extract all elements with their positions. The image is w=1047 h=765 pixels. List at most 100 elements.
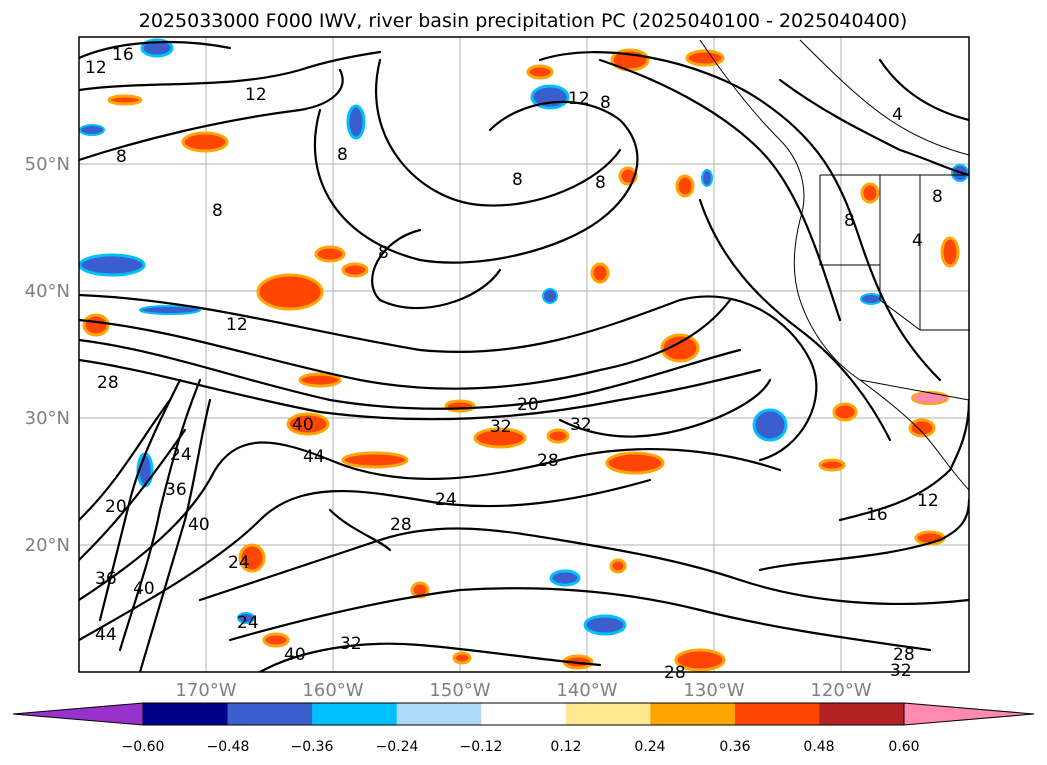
contour-label: 16 [866, 505, 888, 525]
contour-label: 8 [212, 201, 223, 221]
colorbar-cell [481, 703, 567, 725]
pc-blob [139, 305, 201, 315]
contour-label: 32 [340, 634, 362, 654]
colorbar-cell [650, 703, 736, 725]
pc-blob [341, 451, 409, 469]
contour-label: 28 [97, 373, 119, 393]
lat-label: 20°N [25, 535, 70, 556]
contour-label: 36 [95, 569, 117, 589]
colorbar-cell [312, 703, 398, 725]
pc-blob [660, 333, 700, 363]
contour-label: 12 [568, 89, 590, 109]
pc-blob [473, 427, 527, 449]
pc-blob [140, 38, 174, 58]
pc-blob [79, 253, 146, 277]
contour-label: 20 [105, 497, 127, 517]
colorbar-tick-label: −0.24 [376, 739, 419, 755]
colorbar-tick-label: 0.36 [719, 739, 750, 755]
figure-title: 2025033000 F000 IWV, river basin precipi… [139, 10, 908, 32]
pc-blob [546, 428, 570, 444]
contour-labels: 16 12 12 8 12 8 4 8 8 8 8 8 8 4 8 12 28 … [85, 45, 943, 683]
pc-blob [940, 236, 960, 268]
contour-label: 8 [600, 93, 611, 113]
colorbar-cell [565, 703, 651, 725]
pc-blob [583, 614, 627, 636]
pc-blob [832, 402, 858, 422]
graticule [79, 37, 969, 672]
pc-blob [237, 612, 255, 624]
pc-blob [618, 166, 638, 186]
colorbar: −0.60 −0.48 −0.36 −0.24 −0.12 0.12 0.24 … [12, 702, 1035, 755]
pc-blob [256, 273, 324, 311]
latitude-labels: 50°N 40°N 30°N 20°N [25, 154, 70, 556]
contour-label: 12 [226, 315, 248, 335]
contour-label: 24 [228, 553, 250, 573]
colorbar-tick-label: −0.60 [122, 739, 165, 755]
colorbar-cell [227, 703, 313, 725]
pc-blob [549, 569, 581, 587]
pc-blob [79, 124, 105, 136]
contour-label: 12 [917, 491, 939, 511]
contour-label: 32 [490, 417, 512, 437]
lat-label: 50°N [25, 154, 70, 175]
contour-label: 28 [893, 645, 915, 665]
pc-blob [675, 174, 695, 198]
pc-blob [262, 632, 290, 648]
colorbar-extend-high [903, 702, 1035, 726]
contour-label: 28 [390, 515, 412, 535]
colorbar-tick-label: 0.12 [550, 739, 581, 755]
lon-label: 150°W [429, 680, 490, 701]
contour-label: 40 [292, 415, 314, 435]
colorbar-tick-label: −0.36 [291, 739, 334, 755]
map-panel: 16 12 12 8 12 8 4 8 8 8 8 8 8 4 8 12 28 … [25, 36, 970, 701]
lon-label: 130°W [683, 680, 744, 701]
pc-blob [590, 262, 610, 284]
colorbar-cell [734, 703, 820, 725]
pc-blob [82, 313, 110, 337]
pc-blob [346, 104, 366, 140]
contour-label: 44 [95, 625, 117, 645]
pc-blob [818, 458, 846, 472]
longitude-labels: 170°W 160°W 150°W 140°W 130°W 120°W [175, 680, 871, 701]
contour-label: 44 [303, 447, 325, 467]
contour-label: 28 [664, 663, 686, 683]
contour-label: 4 [892, 105, 903, 125]
contour-label: 32 [890, 661, 912, 681]
contour-label: 28 [537, 451, 559, 471]
lat-label: 30°N [25, 408, 70, 429]
colorbar-cell [396, 703, 482, 725]
contour-label: 40 [133, 579, 155, 599]
contour-label: 8 [844, 211, 855, 231]
pc-blob [452, 651, 472, 665]
contour-label: 8 [512, 170, 523, 190]
contour-label: 12 [245, 85, 267, 105]
pc-blob [911, 391, 949, 405]
pc-blob [605, 451, 665, 475]
pc-blob [238, 543, 266, 573]
colorbar-tick-label: 0.24 [634, 739, 665, 755]
colorbar-tick-label: 0.48 [803, 739, 834, 755]
colorbar-extend-low [12, 702, 144, 726]
contour-label: 20 [517, 395, 539, 415]
pc-blob [410, 581, 430, 599]
colorbar-cell [819, 703, 905, 725]
pc-blob [860, 293, 882, 305]
pc-blob [674, 648, 726, 672]
pc-blob [341, 262, 369, 278]
pc-blob [542, 288, 558, 304]
lon-label: 170°W [175, 680, 236, 701]
pc-blob [314, 245, 346, 263]
lat-label: 40°N [25, 281, 70, 302]
pc-blob [181, 131, 229, 153]
pc-blob [860, 182, 880, 204]
contour-label: 24 [237, 613, 259, 633]
pc-blob [701, 169, 713, 187]
pc-blob [752, 408, 788, 442]
contour-label: 8 [378, 243, 389, 263]
lon-label: 140°W [556, 680, 617, 701]
pc-blob [526, 64, 554, 80]
colorbar-cells [143, 703, 905, 725]
colorbar-tick-label: −0.12 [460, 739, 503, 755]
iwv-contours [79, 40, 969, 672]
